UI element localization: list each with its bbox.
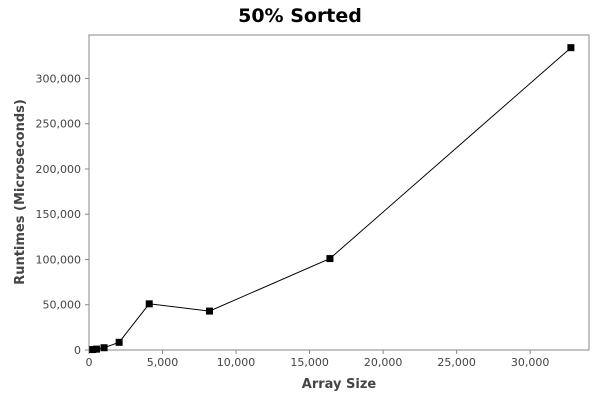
plot-area	[88, 34, 590, 351]
x-tick-label: 15,000	[290, 356, 329, 369]
x-axis-label: Array Size	[302, 377, 377, 392]
x-tick-label: 10,000	[217, 356, 256, 369]
data-point	[326, 255, 334, 263]
data-point	[93, 345, 101, 353]
y-tick-label: 0	[74, 344, 81, 357]
data-point	[89, 346, 97, 354]
chart-title: 50% Sorted	[238, 5, 362, 27]
x-tick-label: 0	[86, 356, 93, 369]
data-point	[115, 338, 123, 346]
y-tick-label: 250,000	[36, 118, 82, 131]
x-tick-label: 20,000	[364, 356, 403, 369]
y-tick-label: 200,000	[36, 163, 82, 176]
data-point	[145, 300, 153, 308]
data-point	[567, 44, 575, 52]
x-tick-label: 5,000	[147, 356, 179, 369]
y-tick-label: 300,000	[36, 72, 82, 85]
x-tick-label: 25,000	[437, 356, 476, 369]
y-axis-label: Runtimes (Microseconds)	[13, 99, 28, 285]
y-tick-label: 150,000	[36, 208, 82, 221]
y-axis: 0 50,000 100,000 150,000 200,000 250,000 300,0…	[36, 72, 89, 357]
x-tick-label: 30,000	[511, 356, 550, 369]
y-tick-label: 50,000	[43, 299, 82, 312]
series-group	[89, 44, 575, 354]
y-tick-label: 100,000	[36, 253, 82, 266]
x-axis: 0 5,000 10,000 15,000 20,000 25,000 30,000	[86, 350, 550, 369]
data-point	[205, 307, 213, 315]
data-point	[100, 344, 108, 352]
